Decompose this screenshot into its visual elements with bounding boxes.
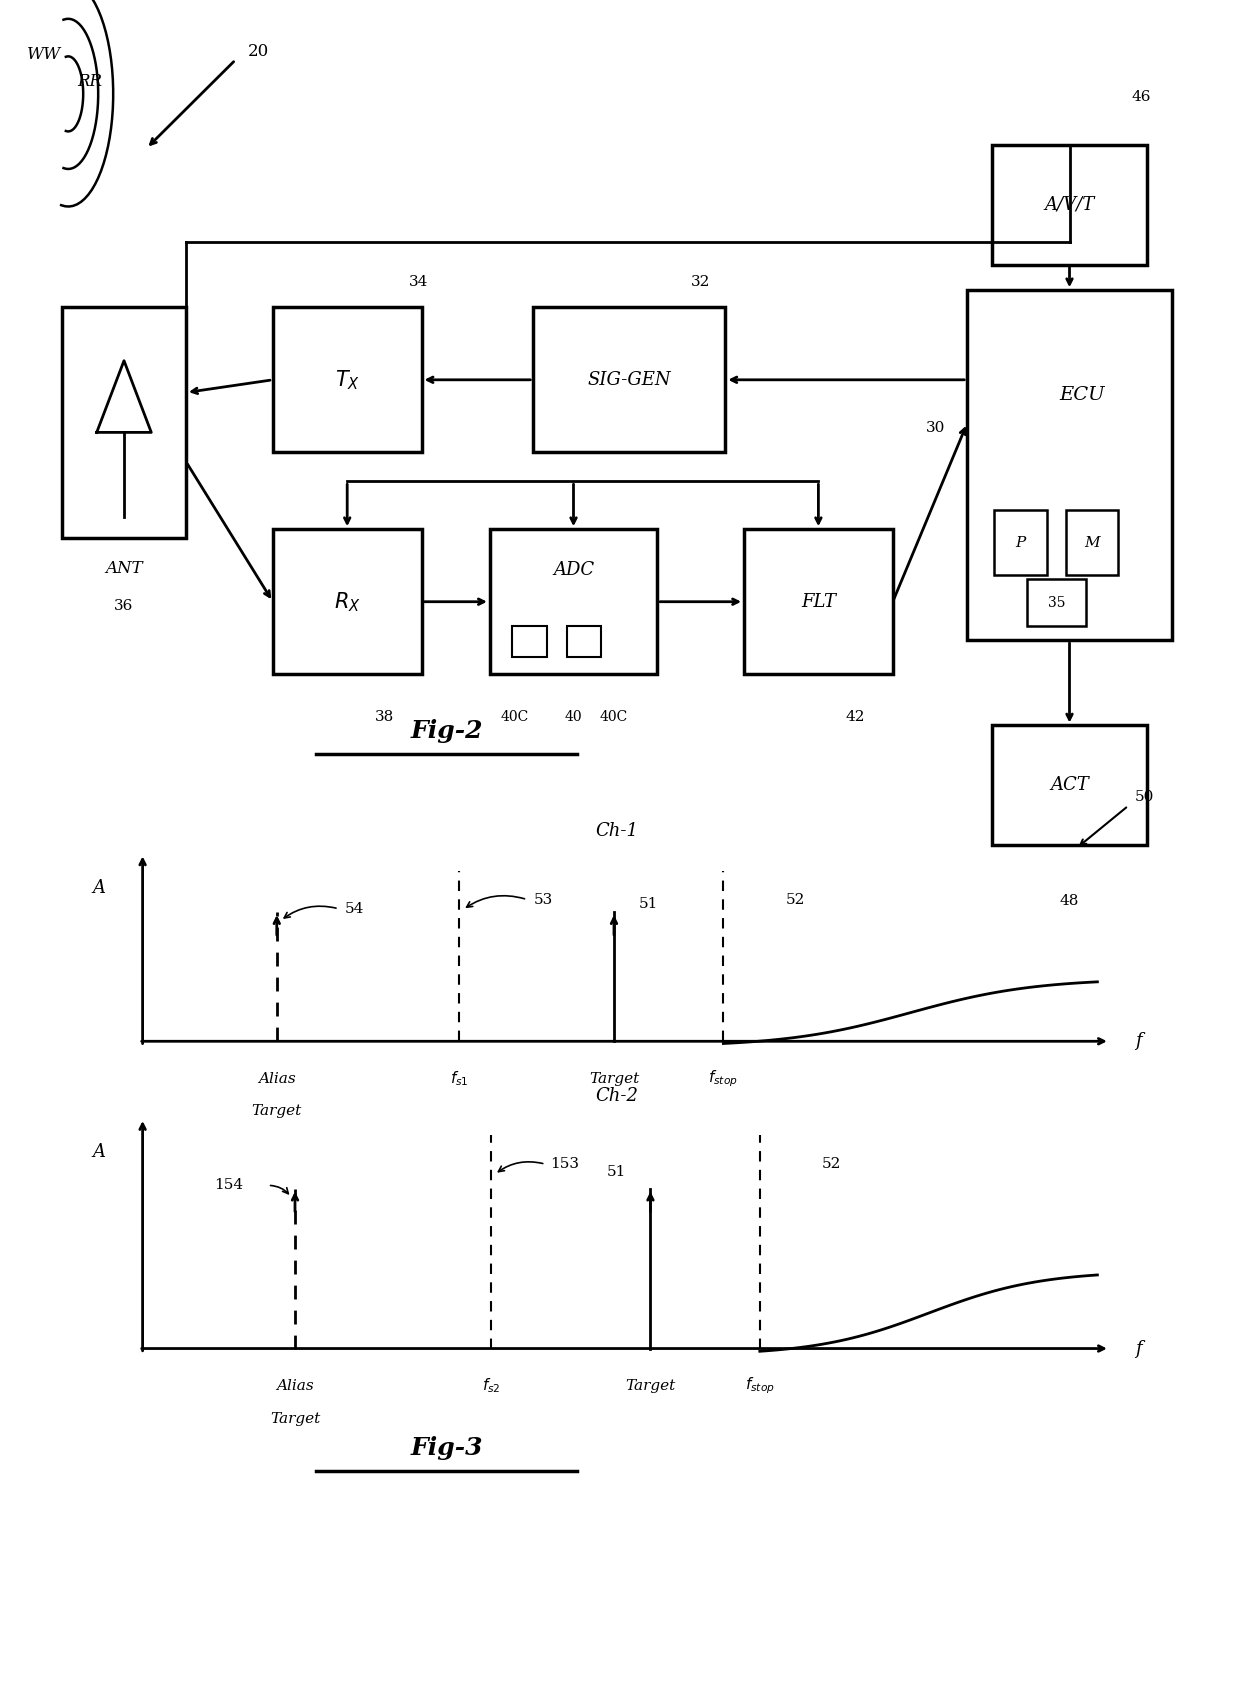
Text: 42: 42	[846, 710, 866, 724]
Text: M: M	[1085, 536, 1100, 550]
Text: P: P	[1016, 536, 1025, 550]
Text: Target: Target	[589, 1072, 639, 1086]
Text: Alias: Alias	[258, 1072, 295, 1086]
Text: 154: 154	[215, 1178, 243, 1193]
Text: A: A	[93, 879, 105, 896]
Bar	[567, 626, 601, 657]
Text: $f_{stop}$: $f_{stop}$	[745, 1376, 775, 1396]
Text: ACT: ACT	[1050, 777, 1089, 794]
Bar	[490, 529, 657, 674]
Text: 36: 36	[114, 599, 134, 613]
Polygon shape	[97, 360, 151, 432]
Text: Target: Target	[270, 1412, 320, 1425]
Text: Ch-2: Ch-2	[595, 1087, 639, 1104]
Text: 30: 30	[925, 420, 945, 435]
Bar	[273, 307, 422, 452]
Text: 52: 52	[785, 893, 805, 906]
Text: 53: 53	[533, 893, 553, 906]
Text: RR: RR	[77, 73, 102, 90]
Text: 51: 51	[639, 896, 658, 912]
Text: 50: 50	[1135, 790, 1154, 804]
Bar	[512, 626, 547, 657]
Bar	[992, 145, 1147, 265]
Bar	[533, 307, 725, 452]
Bar	[1066, 510, 1118, 575]
Text: ADC: ADC	[553, 562, 594, 579]
Text: 51: 51	[608, 1164, 626, 1180]
Text: A: A	[93, 1144, 105, 1161]
Bar	[994, 510, 1047, 575]
Text: 54: 54	[345, 901, 365, 917]
Text: Target: Target	[625, 1379, 676, 1393]
Text: $T_X$: $T_X$	[335, 369, 360, 391]
Text: 48: 48	[1060, 894, 1079, 908]
Text: f: f	[1135, 1033, 1142, 1050]
Text: $f_{s2}$: $f_{s2}$	[481, 1378, 500, 1395]
Text: WW: WW	[27, 46, 62, 63]
Text: 153: 153	[551, 1157, 579, 1171]
Text: A/V/T: A/V/T	[1044, 196, 1095, 213]
Text: 34: 34	[409, 275, 429, 288]
Bar	[62, 307, 186, 538]
Text: 20: 20	[248, 43, 269, 60]
Text: $f_{stop}$: $f_{stop}$	[708, 1069, 738, 1089]
Bar	[744, 529, 893, 674]
Text: 32: 32	[692, 275, 711, 288]
Text: 46: 46	[1131, 90, 1151, 104]
Text: 52: 52	[822, 1157, 841, 1171]
Text: 40C: 40C	[600, 710, 627, 724]
Bar	[967, 290, 1172, 640]
Text: FLT: FLT	[801, 592, 836, 611]
Text: 35: 35	[1048, 596, 1065, 609]
Text: Target: Target	[252, 1104, 301, 1118]
Text: Ch-1: Ch-1	[595, 823, 639, 840]
Bar	[1027, 579, 1086, 626]
Text: $f_{s1}$: $f_{s1}$	[450, 1070, 469, 1087]
Text: ECU: ECU	[1059, 386, 1105, 405]
Text: f: f	[1135, 1340, 1142, 1357]
Text: SIG-GEN: SIG-GEN	[588, 370, 671, 389]
Text: 40C: 40C	[501, 710, 528, 724]
Text: 40: 40	[564, 710, 583, 724]
Text: ANT: ANT	[105, 560, 143, 577]
Text: Fig-3: Fig-3	[410, 1436, 482, 1459]
Text: 38: 38	[374, 710, 394, 724]
Text: $R_X$: $R_X$	[334, 591, 361, 613]
Text: Fig-2: Fig-2	[410, 719, 482, 743]
Text: Alias: Alias	[277, 1379, 314, 1393]
Bar	[992, 725, 1147, 845]
Bar	[273, 529, 422, 674]
